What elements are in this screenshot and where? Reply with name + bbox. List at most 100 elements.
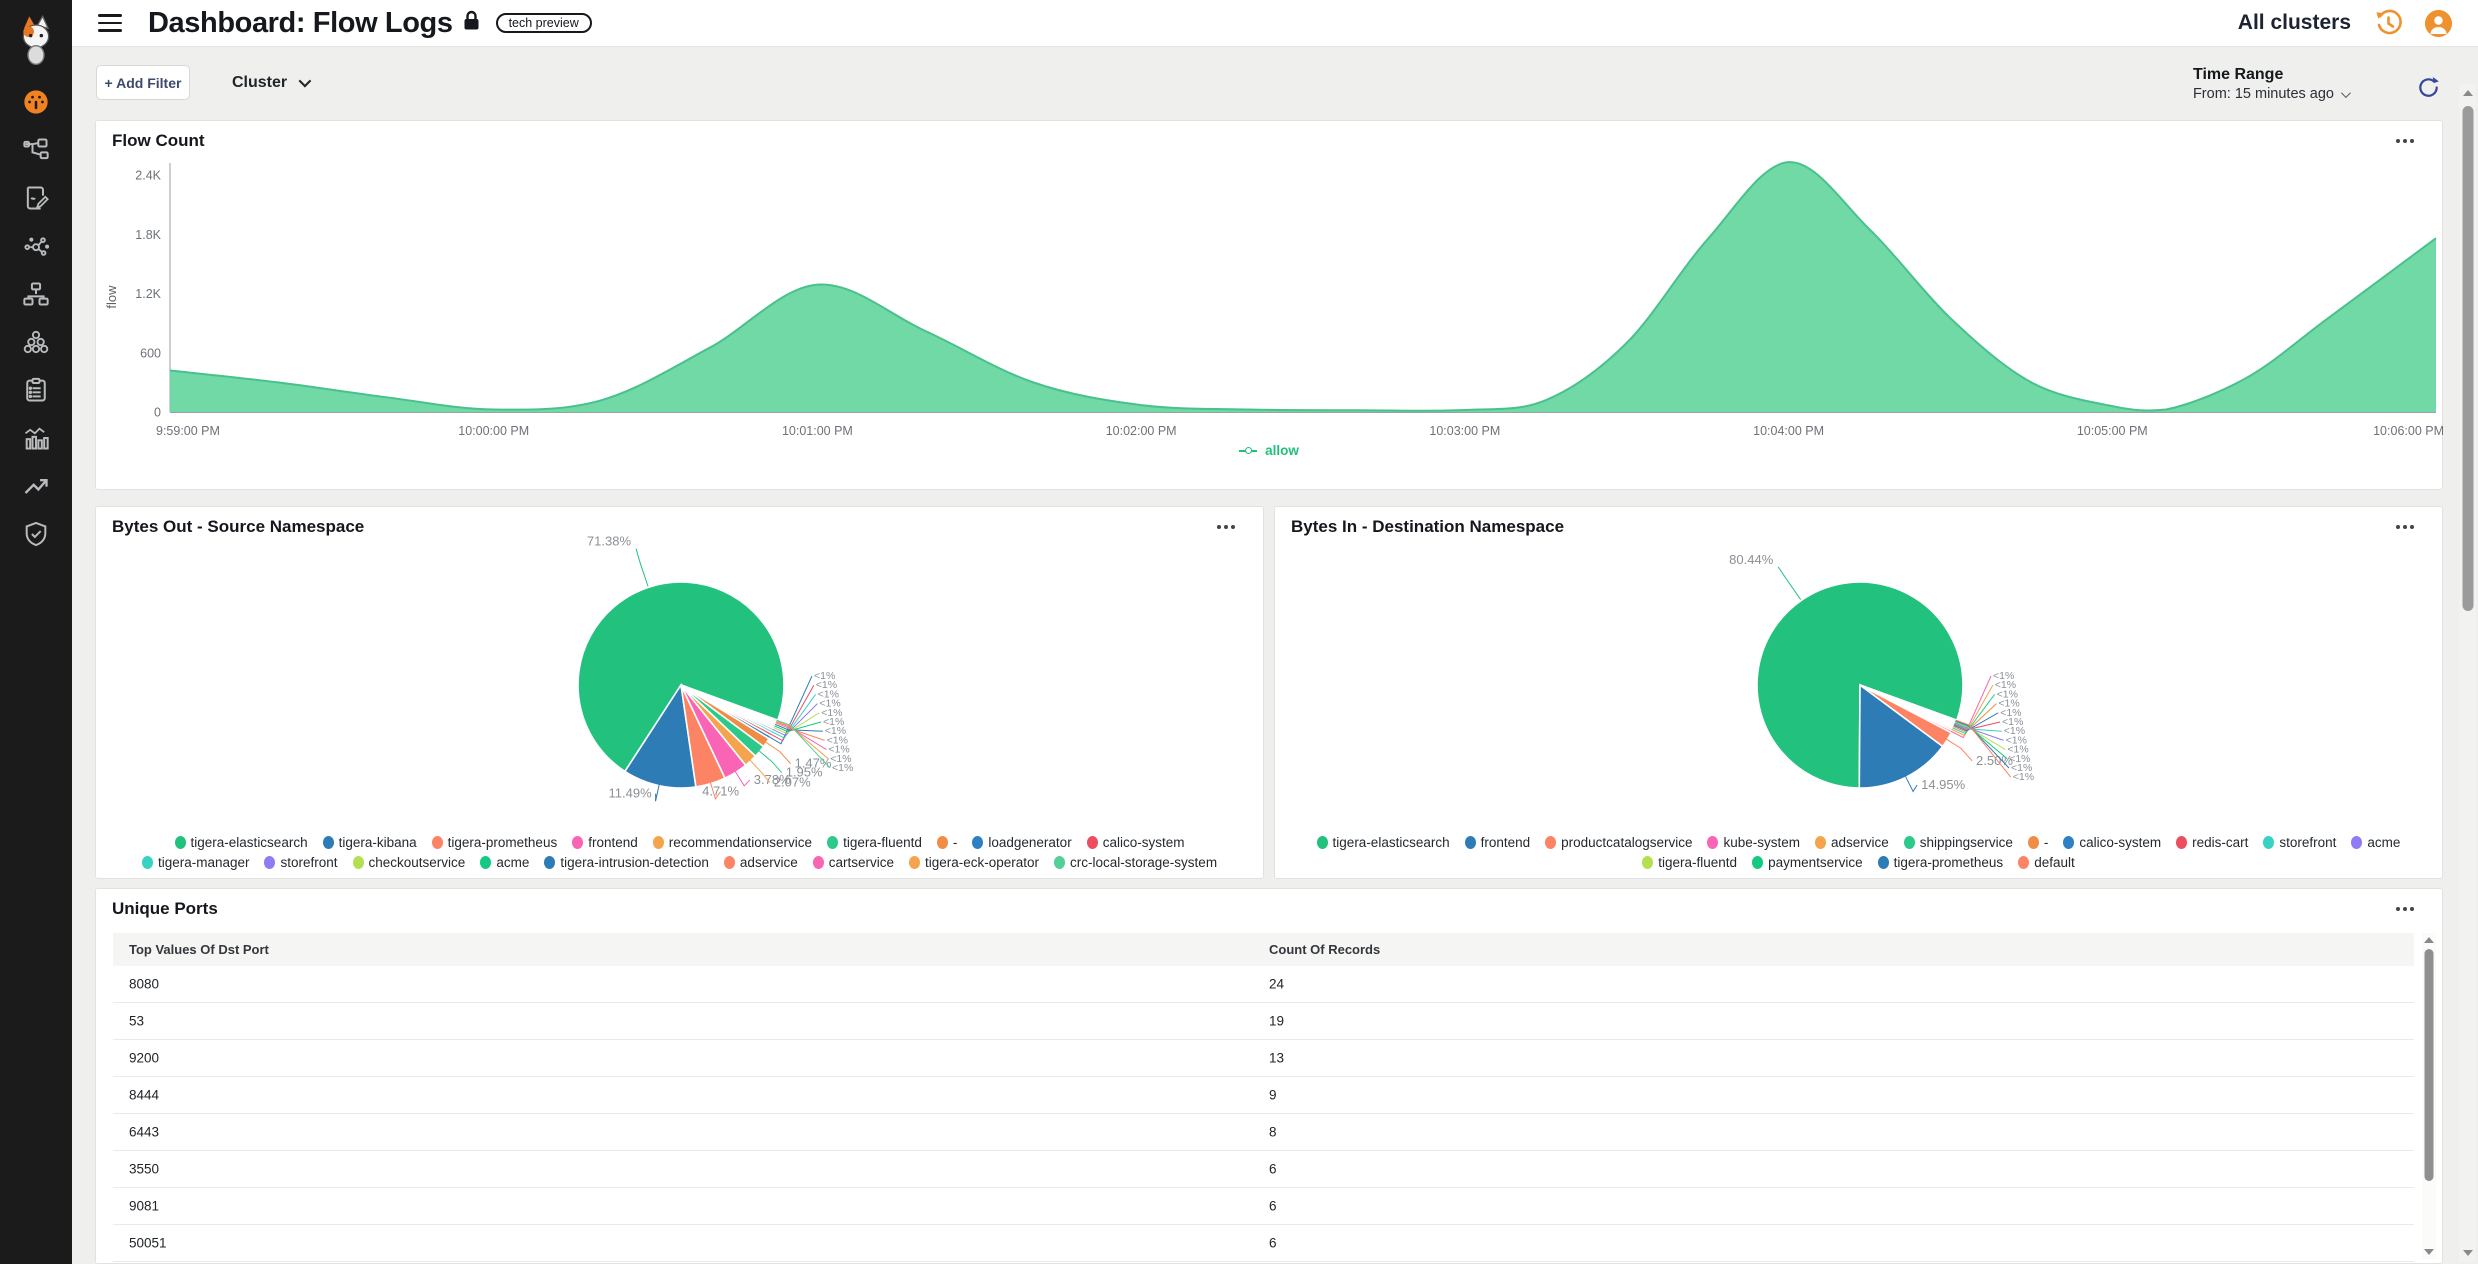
legend-item[interactable]: paymentservice [1752, 855, 1863, 870]
legend-item[interactable]: loadgenerator [972, 835, 1072, 850]
scroll-down-icon[interactable] [2424, 1249, 2434, 1255]
svg-text:600: 600 [140, 346, 161, 360]
sidebar-item-dashboard[interactable] [0, 78, 72, 126]
sidebar-item-service-graph[interactable] [0, 126, 72, 174]
legend-item[interactable]: adservice [723, 855, 798, 870]
panel-menu-button[interactable] [1213, 521, 1239, 533]
sidebar-item-policies[interactable] [0, 174, 72, 222]
sidebar-item-trends[interactable] [0, 462, 72, 510]
user-avatar-button[interactable] [2425, 9, 2452, 37]
policies-icon [26, 186, 49, 210]
legend-item[interactable]: tigera-elasticsearch [174, 835, 308, 850]
scroll-down-icon[interactable] [2462, 1250, 2473, 1256]
legend-item[interactable]: tigera-prometheus [431, 835, 557, 850]
table-row: 8080 24 [113, 966, 2414, 1003]
chevron-down-icon [2340, 87, 2351, 98]
unique-ports-panel: Unique Ports Top Values Of Dst Port Coun… [95, 888, 2443, 1264]
legend-item[interactable]: productcatalogservice [1545, 835, 1692, 850]
add-filter-button[interactable]: + Add Filter [96, 65, 190, 100]
legend-item[interactable]: tigera-intrusion-detection [544, 855, 709, 870]
pie-legend: tigera-elasticsearch tigera-kibana tigera-… [120, 835, 1240, 870]
legend-item[interactable]: adservice [1815, 835, 1889, 850]
svg-text:1.2K: 1.2K [135, 287, 161, 301]
user-icon [2425, 9, 2452, 37]
legend-item[interactable]: frontend [1464, 835, 1530, 850]
sidebar-item-network-sets[interactable] [0, 270, 72, 318]
svg-text:<1%: <1% [2013, 771, 2034, 783]
cell-dst-port: 9081 [129, 1198, 160, 1214]
cell-count: 19 [1269, 1013, 1285, 1029]
svg-text:<1%: <1% [2007, 744, 2028, 756]
svg-text:<1%: <1% [828, 744, 849, 756]
chart-legend[interactable]: allow [96, 443, 2442, 458]
legend-item[interactable]: tigera-prometheus [1877, 855, 2003, 870]
cell-count: 9 [1269, 1087, 1277, 1103]
legend-item[interactable]: shippingservice [1903, 835, 2013, 850]
legend-item[interactable]: kube-system [1707, 835, 1800, 850]
calico-cat-logo[interactable] [0, 0, 72, 78]
legend-item[interactable]: tigera-fluentd [827, 835, 922, 850]
svg-text:10:04:00 PM: 10:04:00 PM [1753, 424, 1824, 438]
sidebar-item-endpoints[interactable] [0, 222, 72, 270]
svg-text:11.49%: 11.49% [609, 786, 653, 801]
legend-item[interactable]: acme [2351, 835, 2400, 850]
legend-item[interactable]: frontend [572, 835, 638, 850]
legend-item[interactable]: checkoutservice [352, 855, 465, 870]
sidebar-item-compliance[interactable] [0, 366, 72, 414]
table-scrollbar-thumb[interactable] [2424, 949, 2434, 1181]
legend-item[interactable]: tigera-fluentd [1642, 855, 1737, 870]
legend-dot-icon [723, 856, 735, 869]
sidebar-item-activity[interactable] [0, 414, 72, 462]
legend-item[interactable]: default [2018, 855, 2075, 870]
cluster-selector[interactable]: All clusters [2237, 11, 2351, 34]
hamburger-menu-button[interactable] [98, 14, 122, 32]
legend-item[interactable]: calico-system [1086, 835, 1184, 850]
svg-text:<1%: <1% [830, 753, 851, 765]
legend-label: kube-system [1723, 835, 1801, 850]
table-body: 8080 24 53 19 9200 13 8444 9 6443 8 3550 6 9081 6 5005… [113, 966, 2414, 1262]
legend-item[interactable]: tigera-eck-operator [908, 855, 1039, 870]
legend-item[interactable]: cartservice [812, 855, 894, 870]
sidebar-item-threat-defense[interactable] [0, 510, 72, 558]
refresh-button[interactable] [2415, 74, 2442, 106]
legend-item[interactable]: - [2027, 835, 2048, 850]
svg-text:<1%: <1% [821, 707, 842, 719]
legend-item[interactable]: tigera-kibana [322, 835, 417, 850]
legend-dot-icon [1086, 836, 1098, 849]
panel-menu-button[interactable] [2392, 903, 2418, 915]
legend-dot-icon [908, 856, 920, 869]
legend-item[interactable]: storefront [2263, 835, 2336, 850]
legend-item[interactable]: calico-system [2063, 835, 2161, 850]
page-scrollbar[interactable] [2459, 84, 2476, 1262]
svg-text:<1%: <1% [2004, 725, 2025, 737]
table-scrollbar[interactable] [2422, 933, 2436, 1259]
history-button[interactable] [2373, 8, 2403, 38]
svg-text:10:03:00 PM: 10:03:00 PM [1429, 424, 1500, 438]
cluster-filter-dropdown[interactable]: Cluster [232, 65, 312, 100]
legend-item[interactable]: recommendationservice [652, 835, 812, 850]
svg-text:10:00:00 PM: 10:00:00 PM [458, 424, 529, 438]
legend-item[interactable]: storefront [264, 855, 338, 870]
svg-text:<1%: <1% [2011, 762, 2032, 774]
scroll-up-icon[interactable] [2462, 90, 2473, 96]
panel-title: Bytes In - Destination Namespace [1291, 517, 1565, 536]
legend-item[interactable]: tigera-elasticsearch [1316, 835, 1450, 850]
time-range-value: From: 15 minutes ago [2192, 86, 2334, 102]
scroll-up-icon[interactable] [2424, 937, 2434, 943]
legend-item[interactable]: redis-cart [2176, 835, 2248, 850]
sidebar-item-managed-clusters[interactable] [0, 318, 72, 366]
page-scrollbar-thumb[interactable] [2462, 106, 2473, 611]
time-range-selector[interactable]: Time Range From: 15 minutes ago [2192, 66, 2351, 102]
legend-item[interactable]: - [936, 835, 957, 850]
page-title: Dashboard: Flow Logs [148, 6, 453, 39]
cell-dst-port: 8444 [129, 1087, 160, 1103]
legend-dot-icon [1054, 856, 1066, 869]
panel-menu-button[interactable] [2392, 135, 2418, 147]
table-row: 9081 6 [113, 1188, 2414, 1225]
legend-item[interactable]: acme [480, 855, 529, 870]
legend-label: storefront [2279, 835, 2337, 850]
cell-count: 6 [1269, 1198, 1277, 1214]
legend-item[interactable]: crc-local-storage-system [1054, 855, 1217, 870]
panel-menu-button[interactable] [2392, 521, 2418, 533]
legend-item[interactable]: tigera-manager [141, 855, 249, 870]
